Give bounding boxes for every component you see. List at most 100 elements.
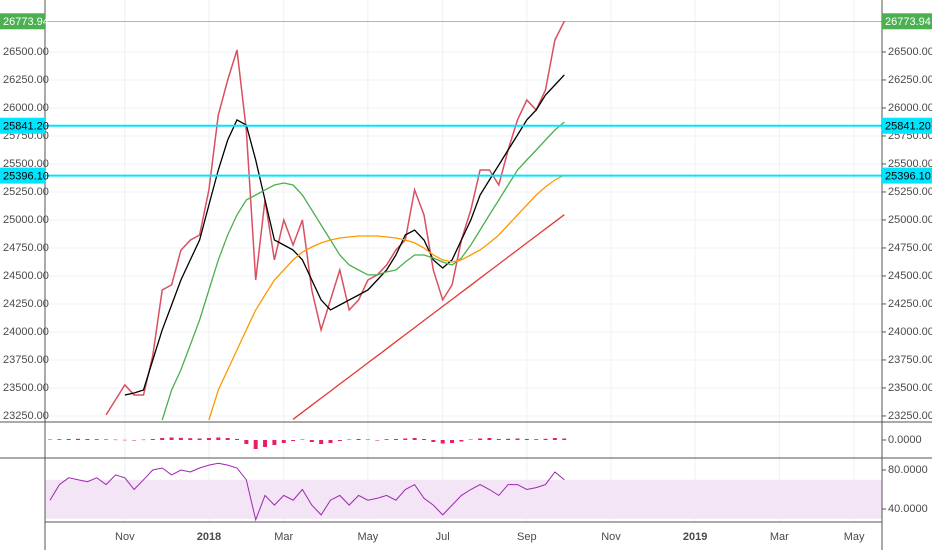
- macd-bar: [291, 440, 296, 441]
- macd-bar: [66, 439, 71, 440]
- macd-bar: [450, 440, 455, 443]
- x-tick-label: May: [358, 531, 379, 543]
- macd-bar: [534, 439, 539, 440]
- y-tick-label: 24750.00: [3, 242, 49, 254]
- macd-bar: [543, 438, 548, 440]
- series-line: [161, 121, 565, 421]
- macd-bar: [150, 439, 155, 440]
- y-tick-label: 23500.00: [3, 382, 49, 394]
- macd-bar: [263, 440, 268, 447]
- x-tick-label: 2019: [683, 531, 707, 543]
- y-tick-label: 23250.00: [888, 410, 932, 422]
- macd-bar: [94, 439, 99, 440]
- macd-bar: [459, 440, 464, 442]
- series-line: [124, 74, 565, 396]
- macd-bar: [309, 440, 314, 442]
- y-tick-label: 25500.00: [888, 158, 932, 170]
- x-tick-label: Sep: [517, 531, 537, 543]
- price-tag: [882, 13, 932, 30]
- grid: [45, 0, 882, 522]
- rsi-band: [45, 479, 882, 519]
- macd-bar: [206, 438, 211, 440]
- macd-bar: [57, 439, 62, 440]
- macd-bar: [169, 437, 174, 440]
- macd-bar: [188, 438, 193, 440]
- price-tag: [0, 13, 45, 30]
- macd-bar: [197, 438, 202, 440]
- y-tick-label: 25500.00: [3, 158, 49, 170]
- y-tick-label: 24250.00: [3, 298, 49, 310]
- macd-bar: [384, 439, 389, 440]
- series-line: [208, 174, 565, 421]
- macd-bar: [431, 440, 436, 442]
- macd-bar: [562, 438, 567, 440]
- y-tick-label: 24500.00: [3, 270, 49, 282]
- macd-bar: [300, 439, 305, 440]
- y-tick-label: 24500.00: [888, 270, 932, 282]
- price-tag-label: 25841.20: [3, 121, 49, 133]
- macd-bar: [478, 438, 483, 440]
- x-tick-label: Jul: [436, 531, 450, 543]
- price-tag: [0, 167, 45, 184]
- macd-bar: [496, 439, 501, 440]
- macd-bar: [524, 439, 529, 440]
- macd-bar: [506, 438, 511, 440]
- macd-bar: [132, 440, 137, 441]
- price-tag-label: 26773.94: [3, 16, 49, 28]
- price-tag-label: 25841.20: [885, 121, 931, 133]
- macd-bar: [356, 439, 361, 440]
- price-tag-label: 25396.10: [3, 171, 49, 183]
- price-tag: [882, 167, 932, 184]
- series-line: [49, 462, 565, 522]
- x-tick-label: Nov: [115, 531, 135, 543]
- macd-bar: [412, 438, 417, 440]
- macd-bar: [113, 439, 118, 441]
- y-tick-label: 26500.00: [888, 46, 932, 58]
- y-tick-label: 25250.00: [888, 186, 932, 198]
- price-tag-label: 25396.10: [885, 171, 931, 183]
- macd-bar: [160, 438, 165, 440]
- macd-bar: [141, 439, 146, 441]
- macd-bar: [347, 439, 352, 440]
- y-tick-label: 26000.00: [888, 102, 932, 114]
- y-tick-label: 80.0000: [888, 464, 928, 476]
- y-tick-label: 26000.00: [3, 102, 49, 114]
- macd-bar: [365, 439, 370, 440]
- macd-bar: [272, 440, 277, 445]
- macd-bar: [104, 439, 109, 440]
- x-tick-label: Mar: [770, 531, 789, 543]
- macd-bar: [216, 437, 221, 440]
- y-tick-label: 23750.00: [888, 354, 932, 366]
- macd-bar: [178, 437, 183, 440]
- x-tick-label: Nov: [601, 531, 621, 543]
- macd-bar: [76, 438, 81, 440]
- macd-bar: [48, 439, 52, 440]
- macd-bar: [319, 440, 324, 444]
- macd-bar: [440, 440, 445, 444]
- y-tick-label: 26500.00: [3, 46, 49, 58]
- macd-bar: [244, 440, 249, 444]
- y-tick-label: 0.0000: [888, 434, 922, 446]
- macd-bar: [235, 439, 239, 440]
- series-line: [292, 214, 565, 420]
- y-tick-label: 23250.00: [3, 410, 49, 422]
- y-tick-label: 26250.00: [888, 74, 932, 86]
- macd-bar: [515, 438, 520, 440]
- macd-bar: [393, 439, 398, 440]
- macd-bar: [328, 440, 333, 443]
- y-tick-label: 25000.00: [888, 214, 932, 226]
- y-tick-label: 25250.00: [3, 186, 49, 198]
- y-tick-label: 24000.00: [888, 326, 932, 338]
- y-tick-label: 24000.00: [3, 326, 49, 338]
- macd-bar: [487, 438, 492, 440]
- price-tag-label: 26773.94: [885, 16, 931, 28]
- x-tick-label: May: [844, 531, 865, 543]
- macd-bar: [468, 439, 473, 440]
- macd-bar: [375, 440, 380, 441]
- price-tag: [0, 117, 45, 134]
- y-tick-label: 23750.00: [3, 354, 49, 366]
- y-tick-label: 24250.00: [888, 298, 932, 310]
